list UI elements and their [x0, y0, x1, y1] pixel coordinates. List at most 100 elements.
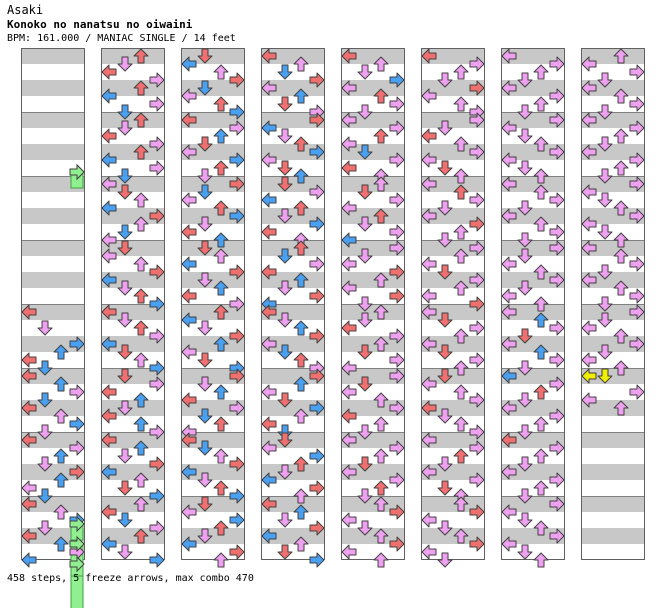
beat-band	[581, 48, 645, 64]
step-arrow	[21, 528, 37, 544]
step-arrow	[101, 464, 117, 480]
step-arrow	[229, 152, 245, 168]
beat-band	[341, 144, 405, 160]
beat-band	[101, 64, 165, 80]
step-arrow	[133, 192, 149, 208]
beat-band	[421, 512, 485, 528]
step-arrow	[53, 504, 69, 520]
step-arrow	[37, 520, 53, 536]
step-arrow	[341, 408, 357, 424]
step-arrow	[421, 512, 437, 528]
beat-band	[581, 272, 645, 288]
beat-band	[261, 208, 325, 224]
beat-band	[261, 448, 325, 464]
beat-band	[341, 368, 405, 384]
step-arrow	[581, 184, 597, 200]
step-arrow	[117, 120, 133, 136]
step-arrow	[357, 312, 373, 328]
step-arrow	[37, 488, 53, 504]
beat-band	[581, 368, 645, 384]
step-arrow	[101, 200, 117, 216]
step-arrow	[261, 528, 277, 544]
freeze-arrow	[69, 535, 85, 553]
step-arrow	[101, 536, 117, 552]
beat-band	[181, 80, 245, 96]
step-arrow	[501, 176, 517, 192]
beat-band	[421, 304, 485, 320]
step-arrow	[309, 328, 325, 344]
beat-band	[181, 288, 245, 304]
beat-band	[581, 256, 645, 272]
beat-band	[101, 160, 165, 176]
step-arrow	[469, 296, 485, 312]
beat-band	[341, 176, 405, 192]
step-arrow	[309, 216, 325, 232]
step-arrow	[581, 320, 597, 336]
beat-band	[501, 400, 565, 416]
step-arrow	[101, 272, 117, 288]
beat-band	[181, 256, 245, 272]
step-arrow	[149, 136, 165, 152]
beat-band	[21, 544, 85, 560]
beat-band	[581, 464, 645, 480]
beat-band	[21, 304, 85, 320]
step-arrow	[517, 72, 533, 88]
beat-band	[261, 176, 325, 192]
beat-band	[341, 480, 405, 496]
step-arrow	[133, 80, 149, 96]
step-arrow	[549, 472, 565, 488]
step-arrow	[293, 320, 309, 336]
step-arrow	[469, 320, 485, 336]
step-arrow	[357, 456, 373, 472]
beat-band	[501, 288, 565, 304]
beat-band	[21, 448, 85, 464]
beat-band	[421, 544, 485, 560]
step-arrow	[37, 320, 53, 336]
step-arrow	[293, 488, 309, 504]
step-arrow	[101, 384, 117, 400]
step-arrow	[581, 240, 597, 256]
step-arrow	[597, 368, 613, 384]
beat-band	[501, 352, 565, 368]
beat-band	[181, 544, 245, 560]
step-arrow	[373, 304, 389, 320]
beat-band	[501, 464, 565, 480]
beat-band	[501, 320, 565, 336]
step-arrow	[469, 392, 485, 408]
step-arrow	[453, 168, 469, 184]
step-arrow	[197, 216, 213, 232]
step-arrow	[277, 280, 293, 296]
step-arrow	[149, 520, 165, 536]
beat-band	[341, 448, 405, 464]
step-arrow	[181, 536, 197, 552]
step-arrow	[389, 240, 405, 256]
beat-band	[501, 80, 565, 96]
step-arrow	[581, 352, 597, 368]
step-arrow	[277, 160, 293, 176]
beat-band	[181, 512, 245, 528]
step-arrow	[357, 144, 373, 160]
step-arrow	[277, 128, 293, 144]
step-arrow	[533, 64, 549, 80]
step-arrow	[101, 232, 117, 248]
beat-band	[501, 528, 565, 544]
beat-band	[341, 192, 405, 208]
step-arrow	[581, 368, 597, 384]
step-arrow	[357, 64, 373, 80]
beat-band	[341, 464, 405, 480]
step-arrow	[277, 392, 293, 408]
beat-band	[181, 400, 245, 416]
beat-band	[101, 128, 165, 144]
beat-band	[341, 128, 405, 144]
beat-band	[101, 448, 165, 464]
step-arrow	[453, 328, 469, 344]
step-arrow	[549, 240, 565, 256]
step-arrow	[501, 288, 517, 304]
step-arrow	[277, 544, 293, 560]
step-arrow	[229, 296, 245, 312]
step-arrow	[469, 272, 485, 288]
step-arrow	[597, 72, 613, 88]
beat-band	[421, 448, 485, 464]
step-arrow	[277, 96, 293, 112]
